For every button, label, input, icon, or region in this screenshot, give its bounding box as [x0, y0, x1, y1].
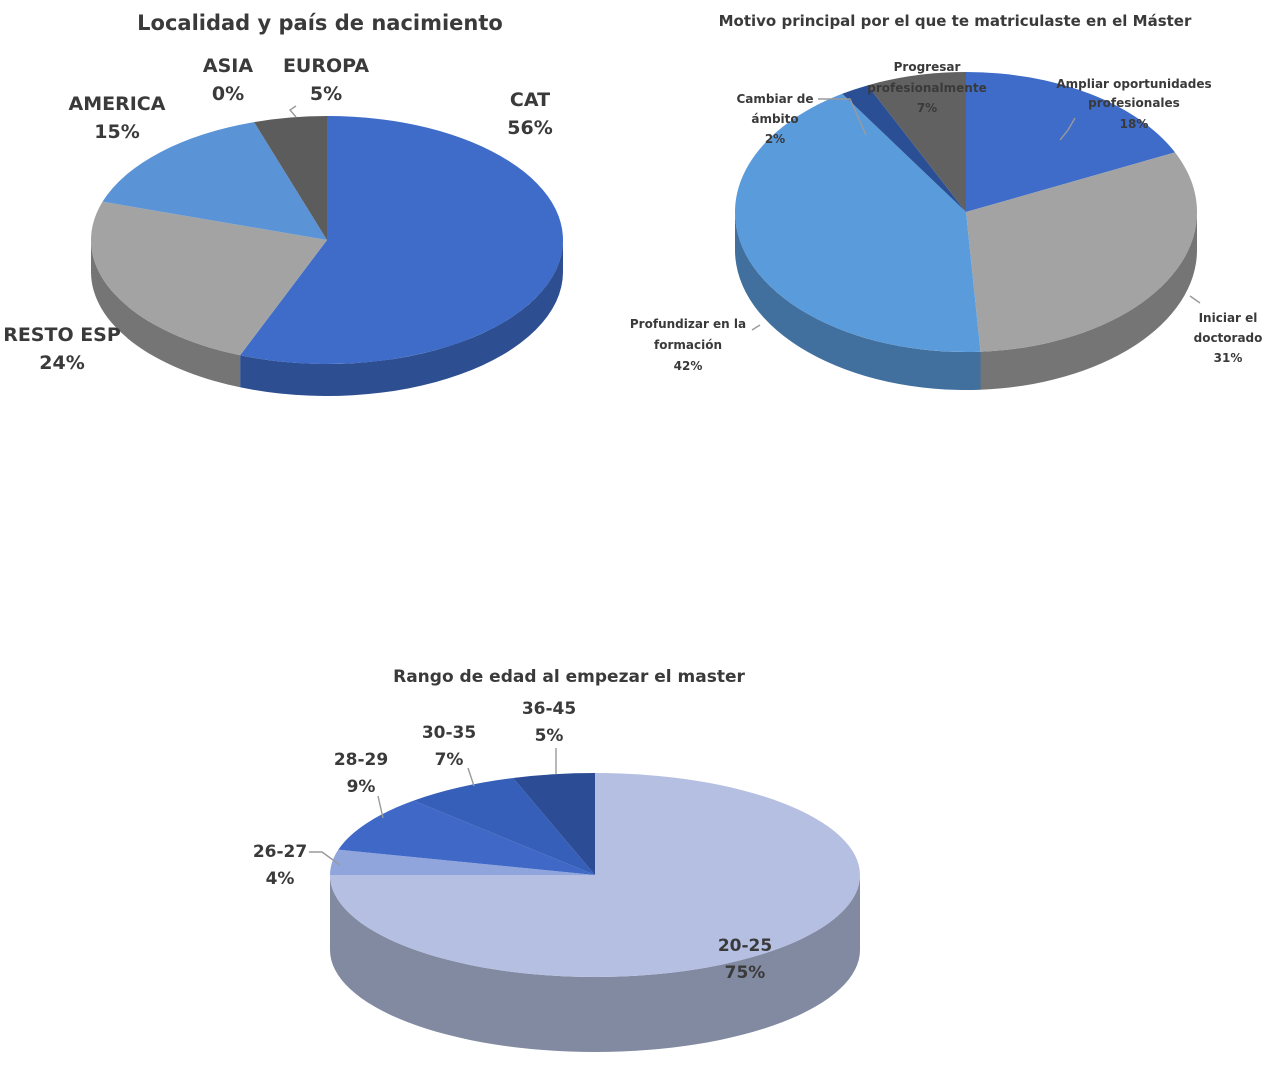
category-label: Iniciar el — [1199, 311, 1258, 325]
data-label: RESTO ESP 24% — [3, 324, 121, 374]
chart-title: Rango de edad al empezar el master — [393, 667, 745, 687]
value-label: 18% — [1120, 117, 1149, 131]
category-label: profesionales — [1088, 96, 1180, 110]
leader-line — [288, 105, 297, 118]
pie-side — [330, 875, 860, 1052]
pie-side — [91, 240, 563, 396]
data-label: Iniciar el doctorado 31% — [1194, 311, 1263, 365]
value-label: 31% — [1214, 351, 1243, 365]
pie-plot — [91, 116, 563, 396]
leader-line — [818, 98, 867, 136]
pie-slice — [966, 152, 1198, 352]
value-label: 0% — [212, 83, 244, 105]
data-label: 20-25 75% — [718, 936, 772, 983]
pie-slice — [513, 773, 595, 875]
pie-slice-side — [91, 240, 241, 388]
category-label: RESTO ESP — [3, 324, 121, 346]
chart-title: Localidad y país de nacimiento — [137, 11, 503, 35]
category-label: EUROPA — [283, 55, 369, 77]
data-label: Profundizar en la formación 42% — [630, 317, 746, 373]
pie-slice — [735, 93, 981, 353]
pie-slice — [867, 72, 966, 212]
pie-slice-side — [240, 240, 563, 396]
leader-line — [751, 324, 761, 331]
data-label: 28-29 9% — [334, 750, 388, 797]
data-label: ASIA 0% — [203, 55, 253, 105]
value-label: 75% — [725, 963, 766, 983]
pie-slice-side — [330, 875, 860, 1052]
data-label: Progresar profesionalmente 7% — [867, 60, 986, 115]
data-label: 30-35 7% — [422, 723, 476, 770]
value-label: 9% — [347, 777, 376, 797]
pie-slice — [102, 122, 327, 240]
leader-line — [377, 795, 384, 819]
chart-age-range: Rango de edad al empezar el master 20-25… — [253, 667, 860, 1052]
leader-line — [1189, 295, 1201, 304]
pie-slice — [338, 800, 595, 875]
category-label: Ampliar oportunidades — [1056, 77, 1211, 91]
pie-plot — [735, 72, 1198, 391]
category-label: formación — [654, 338, 722, 352]
pie-slice — [254, 116, 327, 240]
category-label: 20-25 — [718, 936, 772, 956]
value-label: 5% — [310, 83, 342, 105]
chart-title: Motivo principal por el que te matricula… — [719, 12, 1192, 30]
value-label: 4% — [266, 869, 295, 889]
category-label: AMERICA — [69, 93, 166, 115]
pie-slice — [966, 72, 1176, 212]
value-label: 5% — [535, 726, 564, 746]
category-label: ámbito — [751, 112, 798, 126]
data-label: 26-27 4% — [253, 842, 307, 889]
leader-line — [1059, 117, 1076, 141]
category-label: 26-27 — [253, 842, 307, 862]
pie-side — [735, 212, 1197, 391]
data-label: AMERICA 15% — [69, 93, 166, 143]
category-label: CAT — [510, 89, 550, 111]
chart-enrollment-reason: Motivo principal por el que te matricula… — [630, 12, 1263, 391]
leader-line — [467, 767, 475, 787]
pie-slice — [240, 116, 563, 364]
data-label: 36-45 5% — [522, 699, 576, 746]
value-label: 2% — [765, 132, 785, 146]
category-label: 36-45 — [522, 699, 576, 719]
category-label: Cambiar de — [736, 92, 813, 106]
category-label: 28-29 — [334, 750, 388, 770]
leader-line — [309, 851, 341, 866]
pie-slice — [413, 777, 595, 875]
category-label: doctorado — [1194, 331, 1263, 345]
data-label: CAT 56% — [507, 89, 552, 139]
category-label: ASIA — [203, 55, 253, 77]
value-label: 7% — [435, 750, 464, 770]
pie-slice — [91, 201, 327, 356]
pie-slice-side — [735, 212, 981, 391]
chart-birthplace: Localidad y país de nacimiento CAT 56% R… — [3, 11, 563, 396]
pie-slice-side — [980, 212, 1197, 390]
value-label: 15% — [94, 121, 139, 143]
value-label: 7% — [917, 101, 937, 115]
category-label: Profundizar en la — [630, 317, 746, 331]
category-label: profesionalmente — [867, 81, 986, 95]
data-label: EUROPA 5% — [283, 55, 369, 105]
value-label: 24% — [39, 352, 84, 374]
value-label: 56% — [507, 117, 552, 139]
category-label: Progresar — [894, 60, 961, 74]
data-label: Ampliar oportunidades profesionales 18% — [1056, 77, 1211, 131]
pie-plot — [330, 773, 860, 1052]
pie-slice — [842, 85, 966, 212]
value-label: 42% — [674, 359, 703, 373]
pie-slice — [330, 849, 595, 875]
category-label: 30-35 — [422, 723, 476, 743]
data-label: Cambiar de ámbito 2% — [736, 92, 813, 146]
